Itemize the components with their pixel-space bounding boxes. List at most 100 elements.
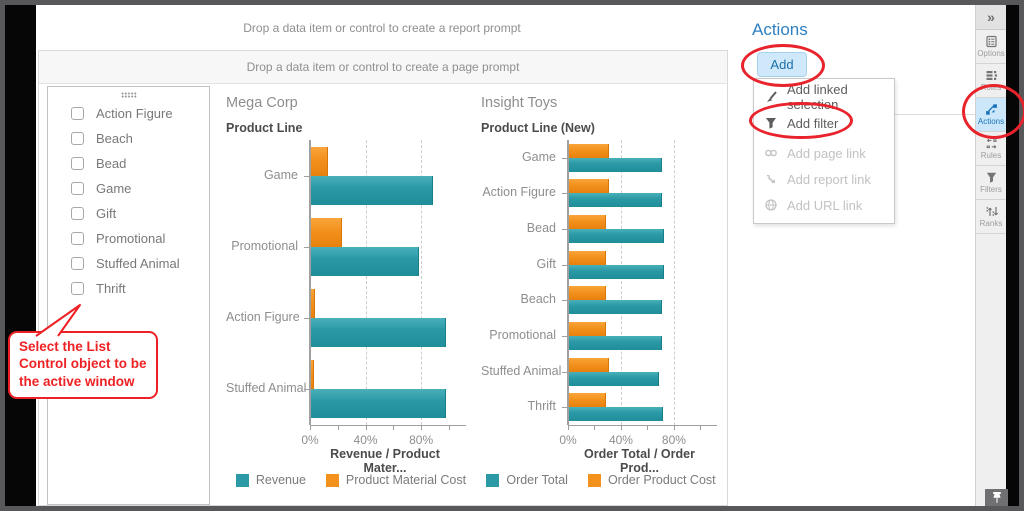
list-item[interactable]: Game [71, 178, 131, 198]
category-tick [304, 175, 310, 177]
x-axis-tick [337, 426, 339, 430]
list-item-checkbox[interactable] [71, 156, 84, 170]
toolbar-tab-roles[interactable]: Roles [976, 64, 1006, 98]
add-button[interactable]: Add [757, 52, 807, 77]
list-item-checkbox[interactable] [71, 131, 84, 145]
bar-teal[interactable] [569, 264, 665, 279]
category-tick [562, 193, 568, 195]
bar-teal[interactable] [311, 318, 446, 348]
chart-plot-area[interactable]: Game Action Figure Bead Gift Beach Promotiona… [481, 140, 723, 455]
category-tick [304, 389, 310, 391]
category-label: Thrift [527, 399, 556, 414]
legend-entry: Revenue [235, 473, 306, 487]
bar-orange[interactable] [311, 289, 316, 319]
list-item-label: Action Figure [96, 105, 173, 121]
category-label: Action Figure [226, 310, 300, 325]
bar-orange[interactable] [311, 146, 328, 176]
bar-teal[interactable] [311, 389, 446, 419]
list-control[interactable]: Action Figure Beach Bead Game Gift Promo… [47, 86, 210, 505]
category-label: Bead [526, 221, 556, 236]
chart-plot-area[interactable]: Game Promotional Action Figure Stuffed Anim… [226, 140, 472, 455]
category-label: Stuffed Animal [481, 363, 562, 378]
list-item-label: Gift [96, 205, 117, 221]
list-item-checkbox[interactable] [71, 256, 84, 270]
bar-teal[interactable] [569, 335, 662, 350]
list-item[interactable]: Beach [71, 128, 133, 148]
legend-entry: Order Total [486, 473, 568, 487]
list-item[interactable]: Promotional [71, 228, 165, 248]
list-item-checkbox[interactable] [71, 281, 84, 295]
x-axis-tick [647, 426, 649, 430]
category-tick [562, 264, 568, 266]
ranks-icon [986, 207, 998, 216]
list-item-checkbox[interactable] [71, 181, 84, 195]
bar-orange[interactable] [569, 215, 607, 230]
add-menu: Add linked selection Add filter Add page… [753, 78, 895, 224]
bar-orange[interactable] [311, 217, 342, 247]
bar-orange[interactable] [311, 360, 314, 390]
category-tick [304, 318, 310, 320]
list-item[interactable]: Stuffed Animal [71, 253, 180, 273]
x-axis-tick [568, 426, 569, 430]
category-label: Stuffed Animal [226, 381, 307, 396]
collapse-panel-button[interactable]: » [976, 5, 1006, 30]
toolbar-tab-actions[interactable]: Actions [976, 98, 1006, 132]
chart-x-axis-label: Order Total / Order Prod... [584, 447, 695, 475]
bar-teal[interactable] [311, 246, 420, 276]
x-axis-tick [700, 426, 702, 430]
bar-teal[interactable] [569, 407, 663, 422]
list-item[interactable]: Bead [71, 153, 126, 173]
toolbar-tab-rules[interactable]: Rules [976, 132, 1006, 166]
bar-teal[interactable] [569, 300, 662, 315]
bar-orange[interactable] [569, 179, 609, 194]
pin-panel-button[interactable] [985, 489, 1008, 506]
x-tick-label: 80% [409, 433, 434, 447]
bar-teal[interactable] [569, 157, 662, 172]
page-prompt-dropzone[interactable]: Drop a data item or control to create a … [39, 51, 727, 84]
bar-orange[interactable] [569, 357, 609, 372]
list-item[interactable]: Gift [71, 203, 116, 223]
list-item-checkbox[interactable] [71, 231, 84, 245]
annotation-callout: Select the List Control object to be the… [8, 331, 158, 399]
toolbar-tab-filters[interactable]: Filters [976, 166, 1006, 200]
x-axis-line [568, 425, 717, 426]
category-tick [562, 407, 568, 409]
url-link-icon [765, 199, 777, 211]
bar-orange[interactable] [569, 143, 609, 158]
report-prompt-dropzone[interactable]: Drop a data item or control to create a … [36, 5, 728, 50]
list-item-checkbox[interactable] [71, 206, 84, 220]
menu-item-add-filter[interactable]: Add filter [754, 110, 894, 136]
chart-legend: Revenue Product Material Cost [226, 473, 476, 487]
drag-handle-icon[interactable] [120, 92, 137, 98]
list-item-label: Thrift [96, 280, 126, 296]
bar-chart-mega-corp[interactable]: Mega Corp Product Line Game Promotional Ac… [226, 95, 476, 495]
list-item[interactable]: Thrift [71, 278, 126, 298]
chart-x-axis-label: Revenue / Product Mater... [330, 447, 440, 475]
x-tick-label: 40% [608, 433, 633, 447]
bar-orange[interactable] [569, 286, 607, 301]
filter-icon [766, 118, 776, 129]
chart-y-axis-label: Product Line [226, 121, 303, 135]
x-axis-tick [421, 426, 423, 430]
bar-teal[interactable] [569, 193, 662, 208]
bar-teal[interactable] [569, 229, 665, 244]
bar-orange[interactable] [569, 321, 607, 336]
bar-orange[interactable] [569, 250, 607, 265]
chart-title: Mega Corp [226, 95, 298, 111]
bar-teal[interactable] [311, 175, 434, 205]
right-collapsed-strip [1006, 5, 1019, 506]
toolbar-tab-options[interactable]: Options [976, 30, 1006, 64]
bar-chart-insight-toys[interactable]: Insight Toys Product Line (New) Game Acti… [481, 95, 721, 495]
list-item[interactable]: Action Figure [71, 103, 173, 123]
actions-panel-title: Actions [752, 20, 808, 39]
bar-teal[interactable] [569, 371, 660, 386]
category-label: Game [521, 149, 556, 164]
x-axis-tick [393, 426, 395, 430]
list-item-checkbox[interactable] [71, 106, 84, 120]
x-axis-tick [594, 426, 596, 430]
menu-item-add-linked-selection[interactable]: Add linked selection [754, 82, 894, 112]
toolbar-tab-ranks[interactable]: Ranks [976, 200, 1006, 234]
bar-orange[interactable] [569, 393, 607, 408]
pin-icon [992, 492, 1001, 503]
